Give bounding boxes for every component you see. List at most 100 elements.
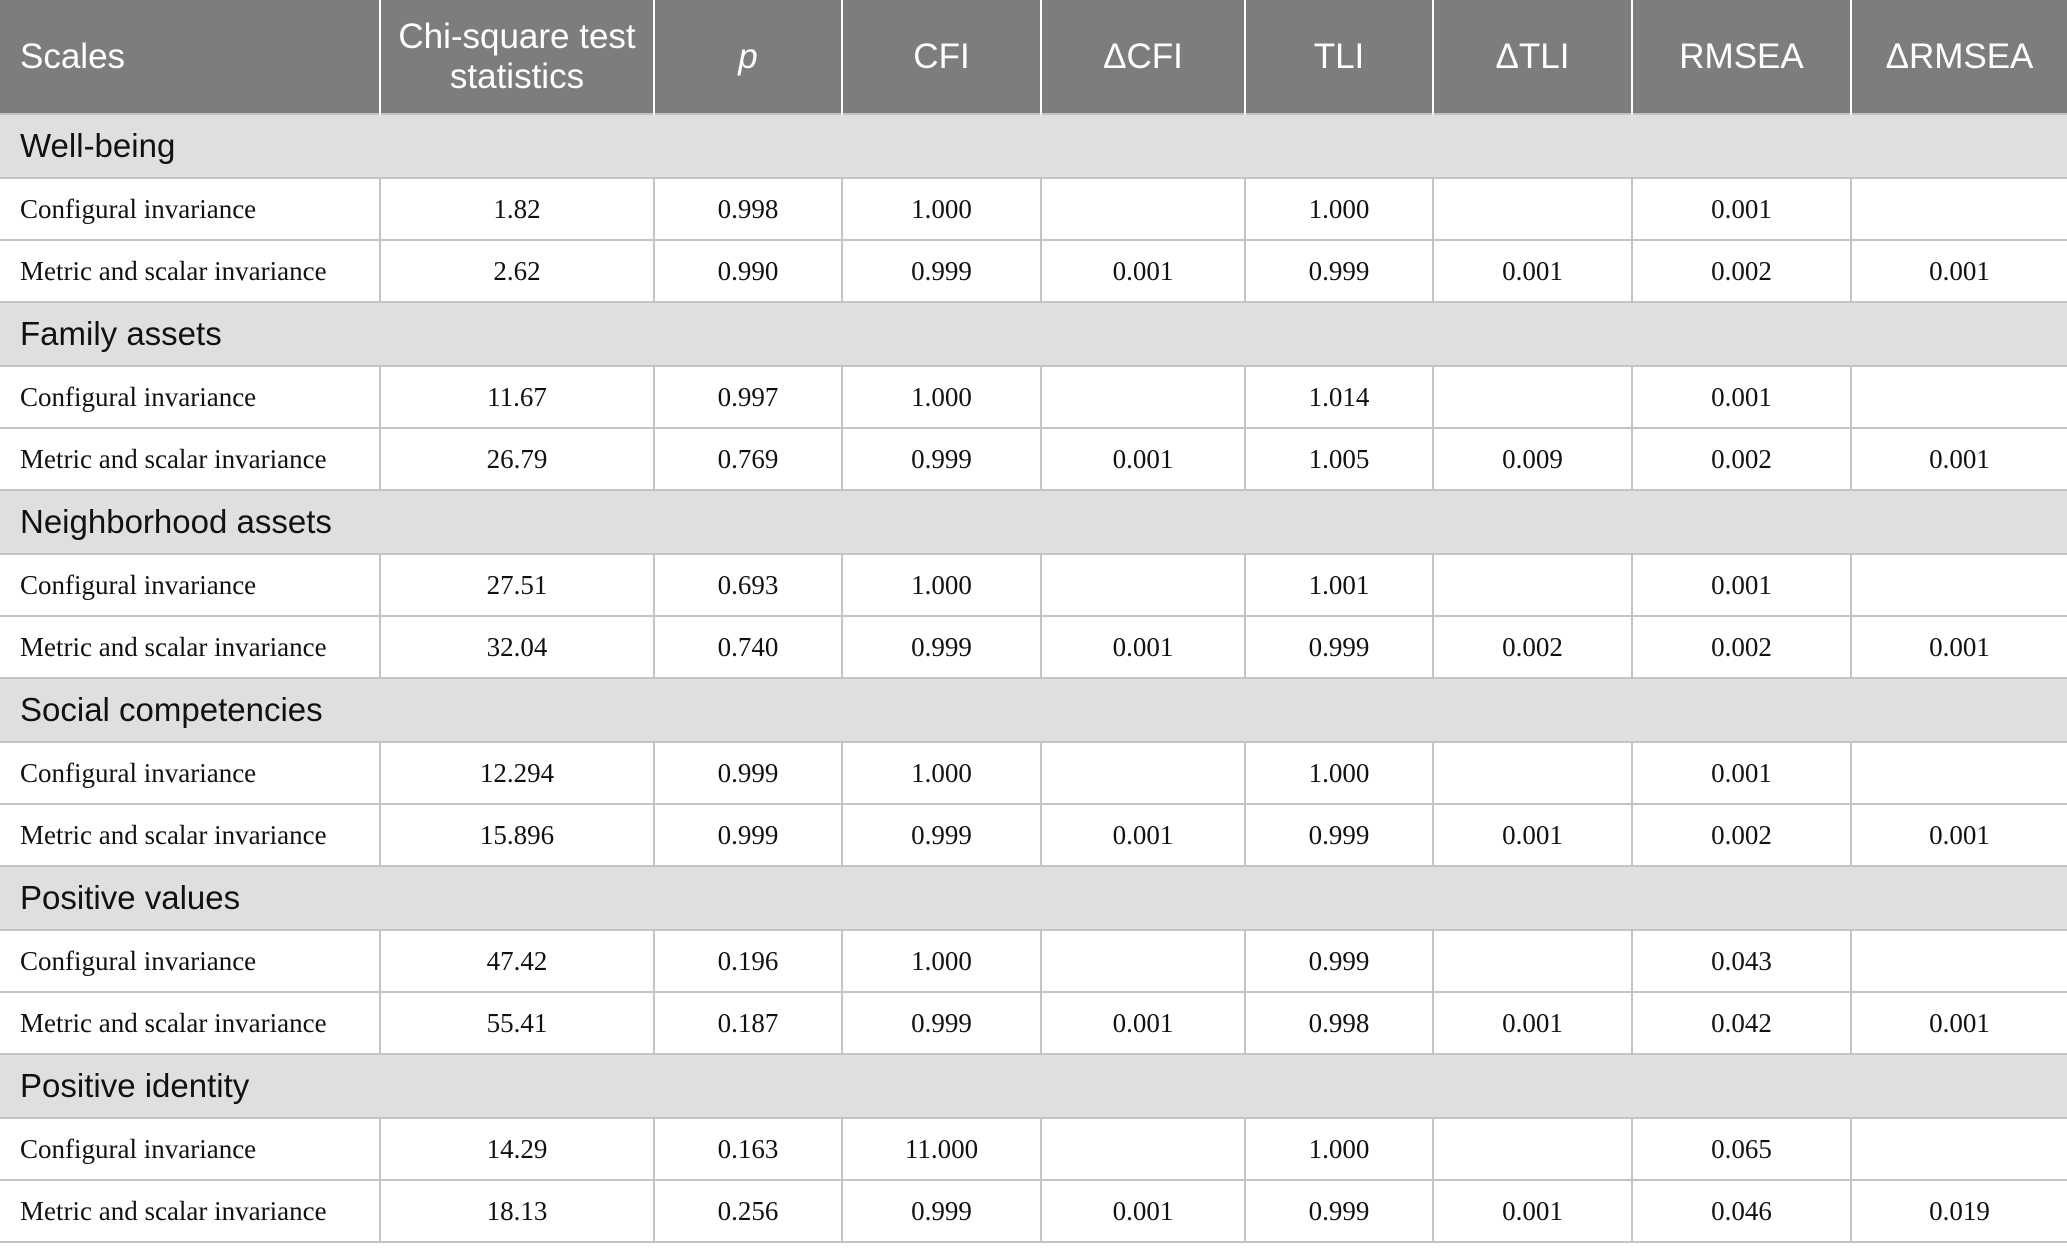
cell-tli: 1.014 — [1244, 365, 1434, 429]
cell-rmsea: 0.001 — [1631, 177, 1852, 241]
group-row: Well-being — [0, 113, 2067, 179]
cell-chi-square: 47.42 — [379, 929, 655, 993]
cell-delta-tli: 0.002 — [1432, 615, 1633, 679]
cell-scale: Configural invariance — [0, 177, 381, 241]
cell-tli: 0.999 — [1244, 239, 1434, 303]
table-row: Configural invariance 14.29 0.163 11.000 1.0… — [0, 1117, 2067, 1181]
cell-delta-rmsea — [1850, 177, 2067, 241]
cell-rmsea: 0.046 — [1631, 1179, 1852, 1243]
cell-rmsea: 0.002 — [1631, 427, 1852, 491]
group-title: Family assets — [0, 301, 2067, 367]
cell-rmsea: 0.002 — [1631, 803, 1852, 867]
table-row: Configural invariance 27.51 0.693 1.000 1.00… — [0, 553, 2067, 617]
cell-p: 0.256 — [653, 1179, 843, 1243]
cell-delta-rmsea: 0.001 — [1850, 803, 2067, 867]
group-row: Positive identity — [0, 1053, 2067, 1119]
cell-scale: Configural invariance — [0, 365, 381, 429]
cell-chi-square: 27.51 — [379, 553, 655, 617]
cell-tli: 0.998 — [1244, 991, 1434, 1055]
cell-scale: Configural invariance — [0, 741, 381, 805]
table-row: Configural invariance 1.82 0.998 1.000 1.000… — [0, 177, 2067, 241]
cell-delta-cfi — [1040, 177, 1246, 241]
cell-rmsea: 0.002 — [1631, 615, 1852, 679]
table-row: Metric and scalar invariance 26.79 0.769 0.… — [0, 427, 2067, 491]
cell-delta-tli: 0.009 — [1432, 427, 1633, 491]
cell-delta-rmsea: 0.001 — [1850, 615, 2067, 679]
header-delta-rmsea: ΔRMSEA — [1850, 0, 2067, 114]
cell-cfi: 1.000 — [841, 741, 1042, 805]
group-title: Well-being — [0, 113, 2067, 179]
cell-delta-tli: 0.001 — [1432, 239, 1633, 303]
cell-p: 0.693 — [653, 553, 843, 617]
cell-tli: 1.005 — [1244, 427, 1434, 491]
cell-delta-cfi — [1040, 365, 1246, 429]
cell-delta-tli: 0.001 — [1432, 803, 1633, 867]
cell-cfi: 0.999 — [841, 1179, 1042, 1243]
table-row: Configural invariance 11.67 0.997 1.000 1.01… — [0, 365, 2067, 429]
cell-cfi: 1.000 — [841, 553, 1042, 617]
cell-scale: Metric and scalar invariance — [0, 239, 381, 303]
cell-delta-cfi — [1040, 1117, 1246, 1181]
cell-p: 0.997 — [653, 365, 843, 429]
cell-rmsea: 0.065 — [1631, 1117, 1852, 1181]
cell-rmsea: 0.043 — [1631, 929, 1852, 993]
cell-delta-tli — [1432, 177, 1633, 241]
table-row: Metric and scalar invariance 15.896 0.999 0… — [0, 803, 2067, 867]
cell-delta-rmsea — [1850, 365, 2067, 429]
cell-p: 0.998 — [653, 177, 843, 241]
cell-tli: 0.999 — [1244, 615, 1434, 679]
table-header: Scales Chi-square test statistics p CFI … — [0, 0, 2067, 114]
cell-cfi: 0.999 — [841, 615, 1042, 679]
group-row: Social competencies — [0, 677, 2067, 743]
cell-chi-square: 14.29 — [379, 1117, 655, 1181]
cell-rmsea: 0.001 — [1631, 741, 1852, 805]
cell-chi-square: 12.294 — [379, 741, 655, 805]
cell-delta-rmsea: 0.001 — [1850, 427, 2067, 491]
cell-delta-rmsea: 0.001 — [1850, 239, 2067, 303]
cell-chi-square: 32.04 — [379, 615, 655, 679]
cell-scale: Metric and scalar invariance — [0, 991, 381, 1055]
cell-delta-tli: 0.001 — [1432, 991, 1633, 1055]
cell-delta-tli: 0.001 — [1432, 1179, 1633, 1243]
cell-tli: 1.000 — [1244, 741, 1434, 805]
cell-chi-square: 15.896 — [379, 803, 655, 867]
cell-p: 0.769 — [653, 427, 843, 491]
cell-p: 0.999 — [653, 803, 843, 867]
cell-scale: Metric and scalar invariance — [0, 427, 381, 491]
cell-cfi: 11.000 — [841, 1117, 1042, 1181]
header-rmsea: RMSEA — [1631, 0, 1851, 114]
cell-delta-cfi — [1040, 741, 1246, 805]
header-row: Scales Chi-square test statistics p CFI … — [0, 0, 2067, 114]
cell-delta-rmsea — [1850, 929, 2067, 993]
cell-rmsea: 0.001 — [1631, 365, 1852, 429]
cell-delta-cfi: 0.001 — [1040, 803, 1246, 867]
cell-chi-square: 2.62 — [379, 239, 655, 303]
cell-delta-cfi: 0.001 — [1040, 427, 1246, 491]
group-title: Positive identity — [0, 1053, 2067, 1119]
cell-delta-tli — [1432, 929, 1633, 993]
cell-delta-rmsea — [1850, 1117, 2067, 1181]
cell-rmsea: 0.042 — [1631, 991, 1852, 1055]
cell-delta-cfi — [1040, 553, 1246, 617]
cell-delta-tli — [1432, 365, 1633, 429]
table-row: Configural invariance 12.294 0.999 1.000 1.0… — [0, 741, 2067, 805]
header-p: p — [653, 0, 842, 114]
cell-rmsea: 0.002 — [1631, 239, 1852, 303]
cell-p: 0.187 — [653, 991, 843, 1055]
cell-rmsea: 0.001 — [1631, 553, 1852, 617]
group-row: Family assets — [0, 301, 2067, 367]
cell-tli: 1.001 — [1244, 553, 1434, 617]
cell-delta-tli — [1432, 1117, 1633, 1181]
cell-tli: 1.000 — [1244, 1117, 1434, 1181]
cell-delta-tli — [1432, 553, 1633, 617]
cell-delta-cfi: 0.001 — [1040, 615, 1246, 679]
group-row: Positive values — [0, 865, 2067, 931]
cell-scale: Metric and scalar invariance — [0, 803, 381, 867]
cell-delta-rmsea — [1850, 553, 2067, 617]
cell-delta-rmsea: 0.019 — [1850, 1179, 2067, 1243]
cell-scale: Metric and scalar invariance — [0, 615, 381, 679]
cell-delta-cfi: 0.001 — [1040, 239, 1246, 303]
cell-delta-tli — [1432, 741, 1633, 805]
cell-cfi: 1.000 — [841, 177, 1042, 241]
